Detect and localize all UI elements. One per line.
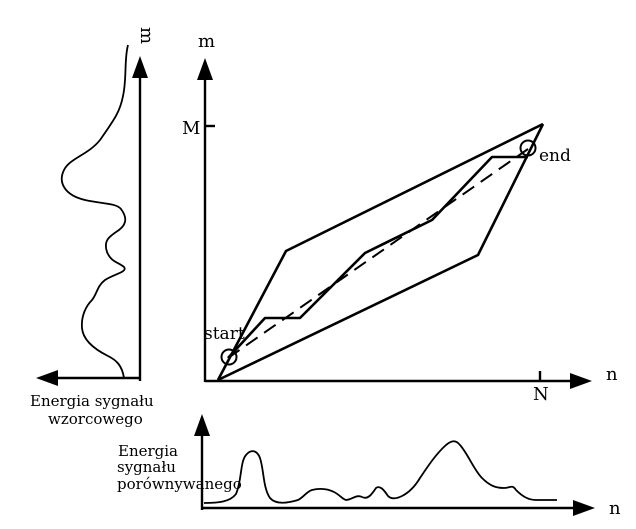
left-y-label: m [136,27,157,44]
compared-energy-plot: n Energia sygnału porównywanego [117,414,621,519]
left-x-arrow-icon [36,370,58,386]
region-lower-bound [217,123,545,382]
main-y-arrow-icon [197,58,213,80]
left-y-arrow-icon [132,56,148,78]
template-energy-curve [60,44,129,379]
main-y-tick-label: M [182,118,200,139]
compared-energy-label-line3: porównywanego [117,475,242,493]
main-x-tick-label: N [533,384,549,405]
template-energy-label-line2: wzorcowego [48,410,143,428]
bottom-y-arrow-icon [194,414,210,436]
diagonal-reference [227,148,529,359]
start-point-marker [220,348,238,366]
main-y-label: m [198,31,215,52]
compared-energy-label-line2: sygnału [117,458,176,476]
end-label: end [539,146,571,166]
warping-path [227,155,528,359]
main-x-arrow-icon [570,373,592,389]
bottom-x-label: n [609,498,621,519]
main-x-label: n [606,364,618,385]
main-plot: m M n N start end [182,31,618,405]
bottom-x-arrow-icon [573,500,595,516]
template-energy-plot: m Energia sygnału wzorcowego [30,27,157,428]
end-point-marker [519,139,537,157]
template-energy-label-line1: Energia sygnału [30,392,154,410]
region-upper-bound [216,122,544,381]
start-label: start [204,324,245,344]
compared-energy-curve [203,440,557,504]
compared-energy-label-line1: Energia [118,442,178,460]
